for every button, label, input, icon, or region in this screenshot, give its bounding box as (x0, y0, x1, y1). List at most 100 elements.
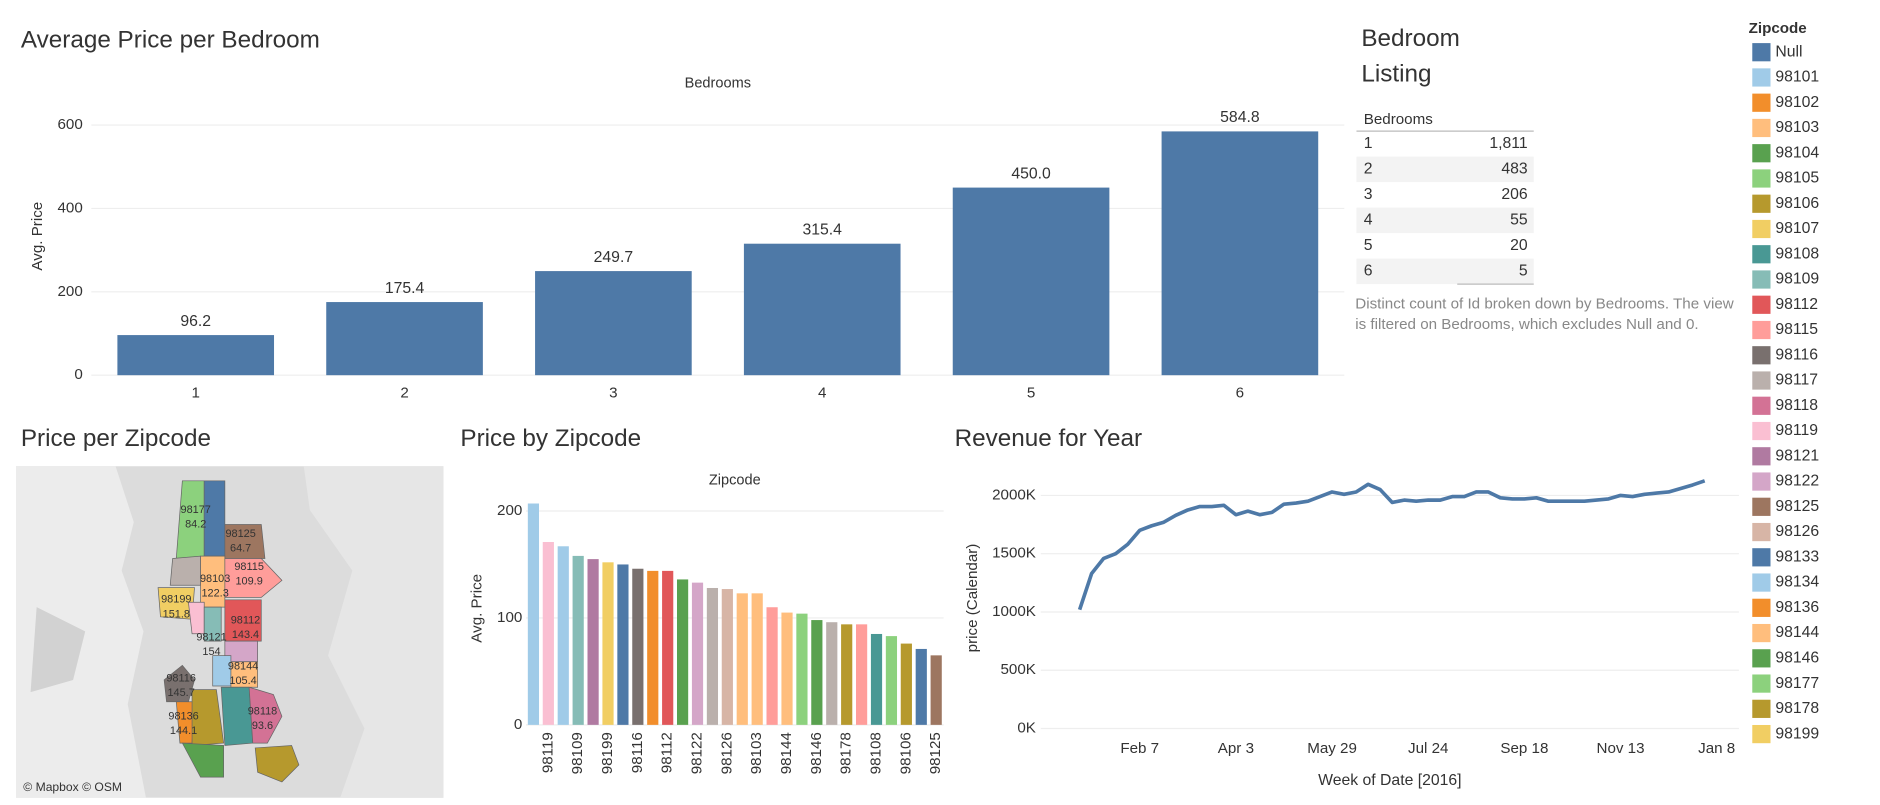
table-row-bg (1356, 156, 1534, 183)
x-tick-label: 6 (1236, 384, 1244, 401)
y-tick-label: 400 (57, 199, 82, 216)
table-header: Bedrooms (1364, 111, 1433, 128)
legend-swatch (1752, 43, 1771, 62)
legend-label: 98106 (1775, 195, 1819, 212)
legend-label: 98115 (1775, 321, 1818, 338)
legend-label: 98126 (1775, 523, 1819, 540)
legend-label: 98112 (1775, 296, 1818, 313)
legend-swatch (1752, 320, 1771, 340)
bar (900, 643, 912, 725)
zip-region (224, 558, 283, 598)
legend-swatch (1752, 93, 1771, 112)
zip-value: 84.2 (185, 518, 206, 530)
bar (930, 655, 942, 725)
x-tick-label: 98109 (569, 732, 586, 774)
table-cell: 206 (1501, 186, 1528, 203)
map-land (303, 466, 444, 798)
zip-region (248, 686, 283, 744)
bar (587, 559, 599, 725)
x-tick-label: 98125 (927, 732, 944, 774)
x-tick-label: Feb 7 (1120, 740, 1159, 757)
zip-label: 98136 (168, 710, 198, 722)
x-axis-label: Week of Date [2016] (1318, 772, 1461, 789)
zip-value: 151.8 (163, 608, 190, 620)
legend-label: 98177 (1775, 675, 1819, 692)
bar (602, 562, 614, 725)
table-title-box: Bedroom Listing (1361, 25, 1460, 88)
zip-region (203, 480, 226, 557)
legend-swatch (1752, 497, 1771, 516)
x-tick-label: 98103 (748, 732, 765, 774)
zip-region (224, 524, 266, 559)
legend-swatch (1752, 245, 1771, 264)
y-tick-label: 0 (74, 366, 82, 383)
table-cell: 4 (1364, 212, 1373, 229)
legend-label: 98102 (1775, 94, 1819, 111)
legend-swatch (1752, 573, 1771, 592)
zip-region (169, 555, 201, 586)
x-tick-label: Jan 8 (1698, 740, 1735, 757)
y-tick-label: 0 (514, 716, 522, 733)
legend-swatch (1752, 724, 1771, 744)
y-tick-label: 1500K (992, 545, 1036, 562)
value-label: 584.8 (1220, 109, 1260, 126)
bar (677, 579, 689, 725)
legend-swatch (1752, 270, 1771, 289)
table-cell: 3 (1364, 186, 1373, 203)
bar (117, 335, 275, 376)
bar (766, 607, 778, 725)
legend-swatch (1752, 699, 1771, 718)
legend-swatch (1752, 219, 1771, 239)
table-cell: 55 (1510, 212, 1528, 229)
bar (736, 593, 748, 725)
x-tick-label: 3 (609, 384, 617, 401)
table-title: Bedroom Listing (1361, 25, 1460, 88)
bar (743, 243, 901, 376)
legend-swatch (1752, 598, 1771, 617)
legend-swatch (1752, 396, 1771, 415)
x-tick-label: Apr 3 (1218, 740, 1254, 757)
zip-region (224, 599, 262, 642)
legend-label: 98134 (1775, 574, 1819, 591)
bar (811, 620, 823, 725)
bar (1161, 131, 1319, 376)
zip-value: 143.4 (232, 629, 259, 641)
zip-label: 98125 (225, 528, 255, 540)
legend-label: 98178 (1775, 700, 1819, 717)
x-tick-label: 98178 (838, 732, 855, 774)
x-tick-label: 98106 (897, 732, 914, 774)
map-attribution: © Mapbox © OSM (23, 780, 122, 794)
zip-value: 109.9 (235, 575, 262, 587)
chart-title: Revenue for Year (955, 425, 1143, 452)
legend-label: 98133 (1775, 548, 1819, 565)
y-axis-label: Avg. Price (468, 574, 485, 643)
legend-swatch (1752, 346, 1771, 365)
zip-label: 98199 (161, 594, 191, 606)
x-tick-label: 98122 (689, 732, 706, 774)
legend-label: 98121 (1775, 447, 1819, 464)
bar (870, 633, 883, 725)
y-tick-label: 200 (57, 283, 82, 300)
table-row-bg (1356, 207, 1534, 234)
bar (572, 555, 584, 725)
x-tick-label: 98119 (539, 732, 556, 773)
x-tick-label: Nov 13 (1597, 740, 1645, 757)
x-tick-label: 98144 (778, 732, 795, 774)
zip-region (203, 606, 222, 642)
legend-label: 98122 (1775, 473, 1819, 490)
zip-label: 98116 (166, 673, 196, 685)
x-tick-label: Jul 24 (1408, 740, 1448, 757)
legend-label: 98136 (1775, 599, 1819, 616)
axis-header: Zipcode (709, 473, 761, 489)
legend-label: 98108 (1775, 245, 1819, 262)
bar (326, 302, 483, 376)
axis-header: Bedrooms (685, 76, 751, 92)
y-tick-label: 600 (57, 116, 82, 133)
value-label: 175.4 (385, 280, 425, 297)
zip-value: 93.6 (252, 720, 273, 732)
zip-region (163, 664, 195, 703)
legend-label: 98109 (1775, 271, 1819, 288)
y-axis-label: Avg. Price (29, 202, 46, 271)
